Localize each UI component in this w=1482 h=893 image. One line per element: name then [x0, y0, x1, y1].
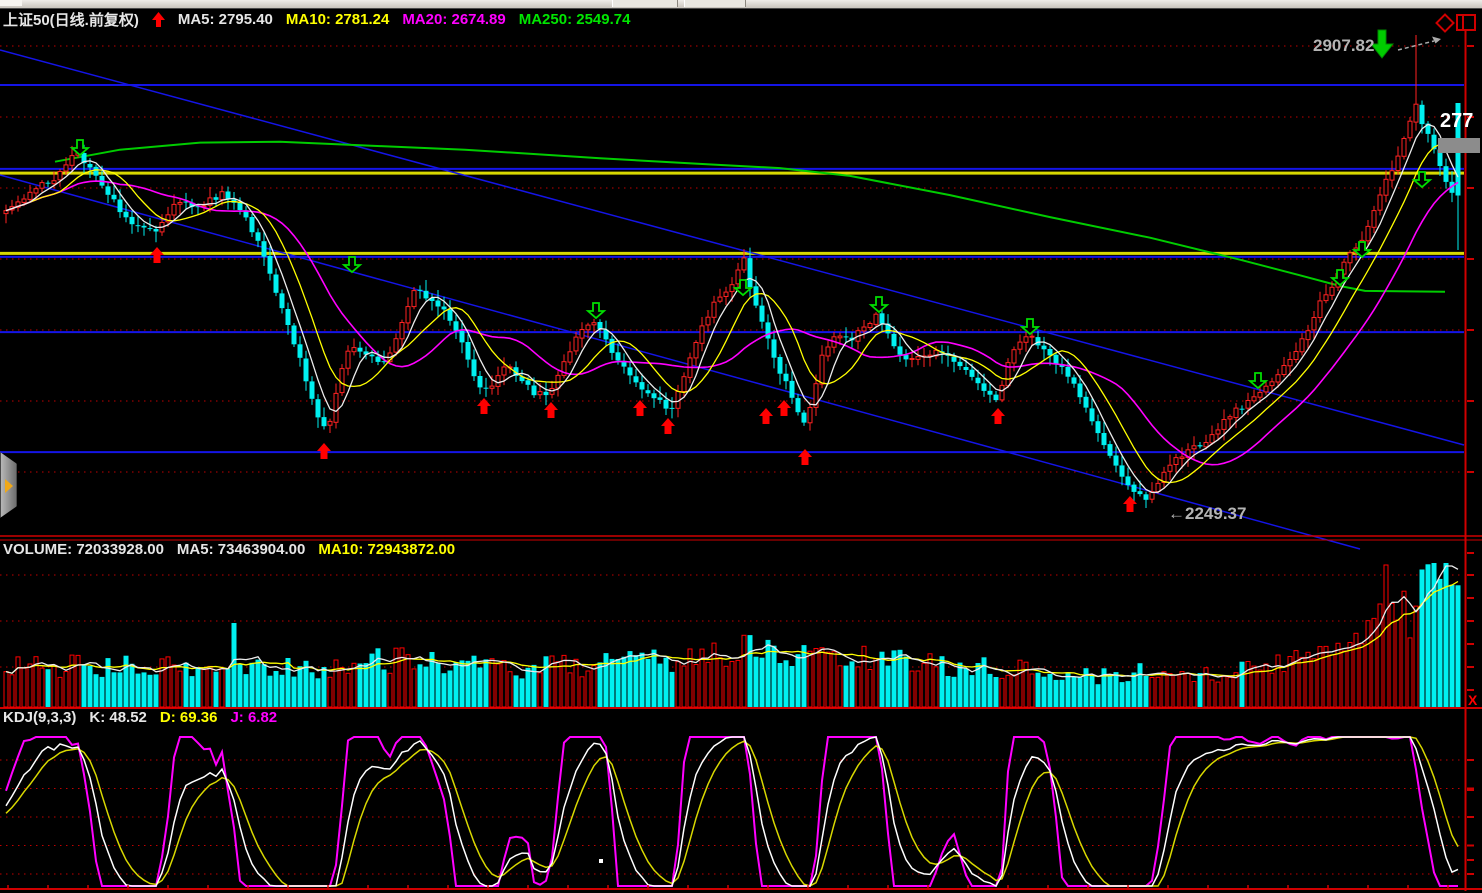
split-window-icon[interactable]: [1456, 14, 1476, 31]
symbol-title: 上证50(日线.前复权): [3, 12, 139, 29]
low-price-annotation: ←2249.37: [1168, 504, 1246, 524]
cursor-dot: [599, 859, 603, 863]
volume-ma10-value: MA10: 72943872.00: [318, 541, 456, 558]
toolbar-segment: [0, 0, 22, 6]
left-arrow-icon: ←: [1168, 504, 1185, 523]
up-arrow-icon: [151, 11, 165, 28]
toolbar-button[interactable]: [684, 0, 746, 7]
kdj-d-value: D: 69.36: [159, 709, 218, 726]
toolbar-button[interactable]: [612, 0, 678, 7]
kdj-k-value: K: 48.52: [89, 709, 147, 726]
axis-price-marker-box: [1438, 138, 1480, 153]
top-toolbar: [0, 0, 1482, 9]
ma5-value: MA5: 2795.40: [177, 11, 273, 28]
peak-price-annotation: 2907.82: [1313, 36, 1375, 55]
kdj-header: KDJ(9,3,3) K: 48.52 D: 69.36 J: 6.82: [3, 709, 277, 726]
low-price-text: 2249.37: [1185, 504, 1247, 523]
kdj-j-value: J: 6.82: [230, 709, 278, 726]
main-chart-header: 上证50(日线.前复权) MA5: 2795.40 MA10: 2781.24 …: [3, 9, 630, 30]
ma20-value: MA20: 2674.89: [402, 11, 506, 28]
expand-right-icon: [5, 479, 13, 493]
ma250-value: MA250: 2549.74: [518, 11, 631, 28]
ma10-value: MA10: 2781.24: [285, 11, 390, 28]
volume-header: VOLUME: 72033928.00 MA5: 73463904.00 MA1…: [3, 541, 455, 558]
volume-value: VOLUME: 72033928.00: [3, 541, 164, 558]
last-price-axis-label: 277: [1440, 110, 1474, 132]
kdj-name: KDJ(9,3,3): [3, 709, 77, 726]
volume-ma5-value: MA5: 73463904.00: [176, 541, 306, 558]
close-pane-icon[interactable]: X: [1468, 692, 1478, 708]
